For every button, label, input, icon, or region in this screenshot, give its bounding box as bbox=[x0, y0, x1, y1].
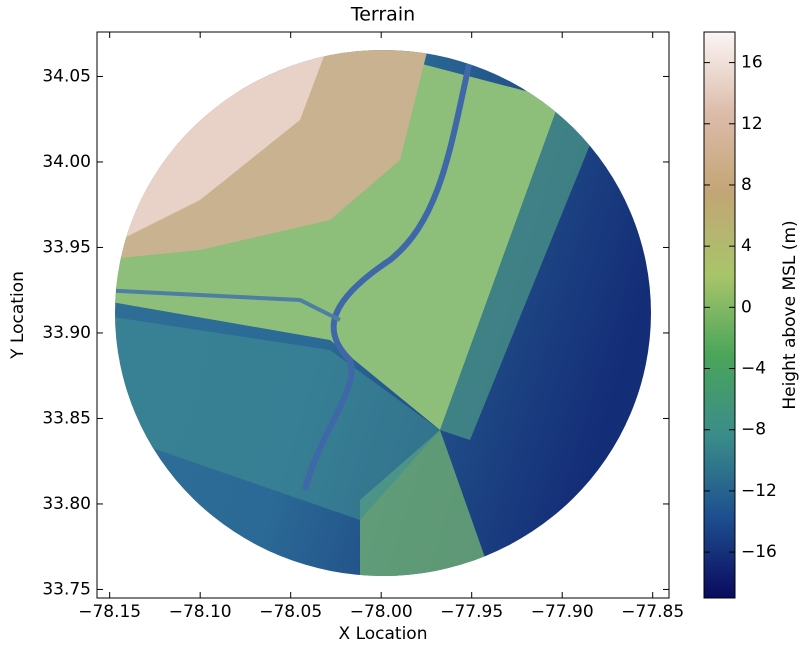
chart-title: Terrain bbox=[350, 4, 415, 26]
chart: Terrain X Location Y Location Height abo… bbox=[0, 0, 804, 646]
colorbar-tick-label: −12 bbox=[741, 481, 777, 501]
colorbar-tick-label: −4 bbox=[741, 359, 766, 379]
y-tick-label: 34.00 bbox=[42, 152, 91, 172]
y-tick-label: 33.85 bbox=[42, 408, 91, 428]
colorbar-tick-label: 0 bbox=[741, 297, 752, 317]
y-tick-label: 33.90 bbox=[42, 323, 91, 343]
colorbar-tick-label: 4 bbox=[741, 236, 752, 256]
x-tick-label: −77.85 bbox=[621, 602, 684, 622]
y-tick-label: 33.80 bbox=[42, 494, 91, 514]
x-tick-label: −78.05 bbox=[259, 602, 322, 622]
colorbar-tick-label: 16 bbox=[741, 53, 763, 73]
y-tick-label: 34.05 bbox=[42, 66, 91, 86]
x-tick-label: −78.10 bbox=[169, 602, 232, 622]
colorbar bbox=[704, 32, 735, 598]
y-tick-label: 33.95 bbox=[42, 237, 91, 257]
x-tick-label: −77.90 bbox=[531, 602, 594, 622]
colorbar-label: Height above MSL (m) bbox=[780, 220, 800, 409]
x-tick-label: −77.95 bbox=[440, 602, 503, 622]
y-tick-label: 33.75 bbox=[42, 579, 91, 599]
colorbar-tick-label: −16 bbox=[741, 542, 777, 562]
colorbar-tick-label: −8 bbox=[741, 420, 766, 440]
x-tick-label: −78.15 bbox=[78, 602, 141, 622]
x-axis-label: X Location bbox=[339, 624, 428, 644]
colorbar-tick-label: 12 bbox=[741, 114, 763, 134]
y-axis-label: Y Location bbox=[8, 271, 28, 360]
colorbar-tick-label: 8 bbox=[741, 175, 752, 195]
x-tick-label: −78.00 bbox=[350, 602, 413, 622]
